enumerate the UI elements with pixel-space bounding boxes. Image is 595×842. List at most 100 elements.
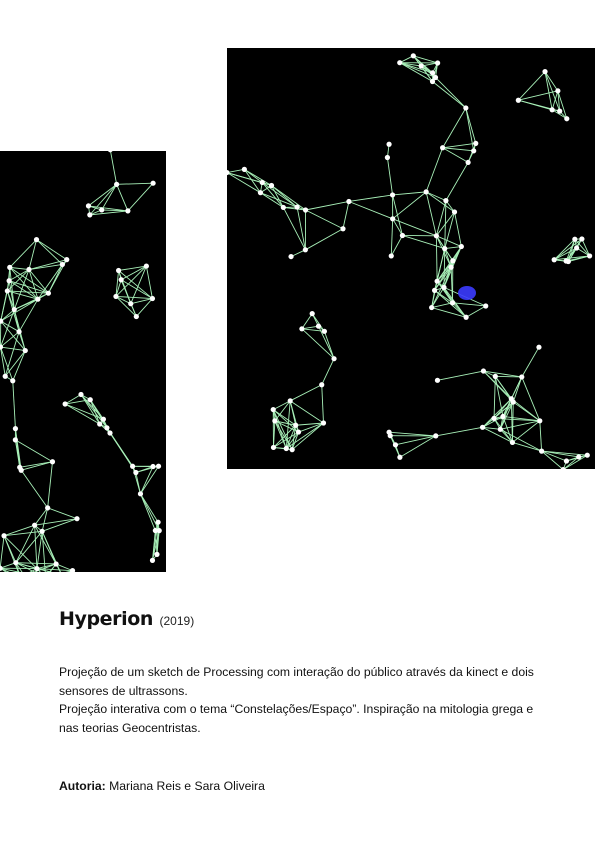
star-dot — [288, 253, 294, 260]
star-dot — [432, 74, 439, 81]
star-dot — [104, 425, 110, 431]
star-dot — [100, 416, 107, 422]
star-dot — [451, 209, 458, 215]
star-dot — [397, 454, 403, 460]
constellation-lines — [0, 151, 160, 572]
project-title: Hyperion — [59, 608, 154, 630]
star-dot — [59, 261, 65, 268]
star-dot — [69, 568, 76, 572]
star-dot — [309, 311, 315, 317]
star-dot — [115, 267, 122, 274]
star-dot — [434, 377, 441, 383]
star-dot — [557, 108, 563, 114]
star-dot — [130, 463, 136, 469]
star-dot — [150, 463, 156, 470]
star-dot — [440, 145, 446, 151]
star-dot — [156, 528, 162, 534]
star-dot — [35, 296, 41, 302]
star-dot — [463, 314, 469, 320]
star-dot — [429, 70, 436, 76]
star-dot — [6, 278, 12, 284]
authors-names: Mariana Reis e Sara Oliveira — [109, 779, 265, 793]
star-dot — [17, 464, 23, 470]
project-heading: Hyperion (2019) — [59, 608, 194, 630]
star-dot — [315, 323, 322, 329]
star-dot — [473, 140, 479, 146]
star-dot — [346, 198, 352, 205]
star-dot — [289, 447, 295, 453]
star-dot — [149, 557, 156, 563]
star-dot — [320, 420, 327, 426]
star-dot — [433, 433, 439, 439]
star-dot — [283, 445, 289, 452]
star-dot — [331, 356, 337, 362]
star-dot — [441, 284, 447, 290]
star-dot — [125, 208, 131, 214]
star-dot — [270, 406, 276, 413]
star-dot — [26, 266, 32, 273]
description-line-2: Projeção interativa com o tema “Constela… — [59, 702, 534, 735]
star-dot — [319, 382, 325, 388]
star-dot — [479, 424, 486, 430]
star-dot — [423, 189, 429, 195]
star-dot — [340, 226, 346, 232]
star-dot — [480, 368, 487, 374]
star-dot — [13, 560, 19, 566]
star-dot — [39, 528, 45, 534]
star-dot — [483, 303, 489, 309]
star-dot — [62, 401, 68, 407]
constellation-stars — [0, 151, 162, 572]
star-dot — [294, 204, 300, 210]
star-dot — [429, 304, 435, 311]
star-dot — [34, 565, 40, 572]
star-dot — [33, 237, 40, 243]
project-authors: Autoria: Mariana Reis e Sara Oliveira — [59, 779, 265, 793]
star-dot — [137, 491, 144, 497]
star-dot — [389, 192, 396, 198]
star-dot — [549, 107, 555, 113]
star-dot — [4, 288, 10, 294]
star-dot — [99, 207, 105, 213]
star-dot — [0, 565, 3, 571]
star-dot — [257, 190, 264, 196]
star-dot — [10, 378, 16, 384]
star-dot — [443, 197, 449, 204]
star-dot — [539, 448, 545, 454]
star-dot — [1, 533, 7, 539]
star-dot — [555, 88, 561, 94]
star-dot — [259, 179, 265, 186]
star-dot — [492, 373, 498, 379]
star-dot — [149, 295, 156, 302]
star-dot — [154, 551, 160, 557]
star-dot — [32, 522, 38, 528]
constellation-image-right-graphic — [227, 53, 593, 469]
star-dot — [560, 467, 566, 469]
project-description: Projeção de um sketch de Processing com … — [59, 663, 539, 737]
star-dot — [87, 212, 93, 218]
star-dot — [118, 277, 124, 283]
star-dot — [0, 344, 4, 350]
star-dot — [85, 203, 92, 209]
star-dot — [458, 243, 464, 250]
authors-label: Autoria: — [59, 779, 106, 793]
star-dot — [280, 204, 286, 211]
star-dot — [45, 290, 52, 296]
constellation-image-left — [0, 151, 166, 572]
star-dot — [536, 344, 542, 350]
star-dot — [510, 399, 516, 405]
star-dot — [22, 347, 28, 354]
star-dot — [449, 300, 456, 306]
star-dot — [565, 258, 571, 265]
project-year: (2019) — [159, 614, 195, 628]
star-dot — [114, 181, 120, 187]
star-dot — [509, 439, 516, 446]
star-dot — [519, 374, 525, 380]
star-dot — [143, 263, 149, 269]
star-dot — [53, 561, 59, 567]
star-dot — [302, 247, 308, 253]
star-dot — [2, 373, 8, 379]
star-dot — [515, 97, 521, 103]
star-dot — [387, 433, 393, 439]
star-dot — [87, 397, 93, 403]
star-dot — [392, 442, 399, 448]
